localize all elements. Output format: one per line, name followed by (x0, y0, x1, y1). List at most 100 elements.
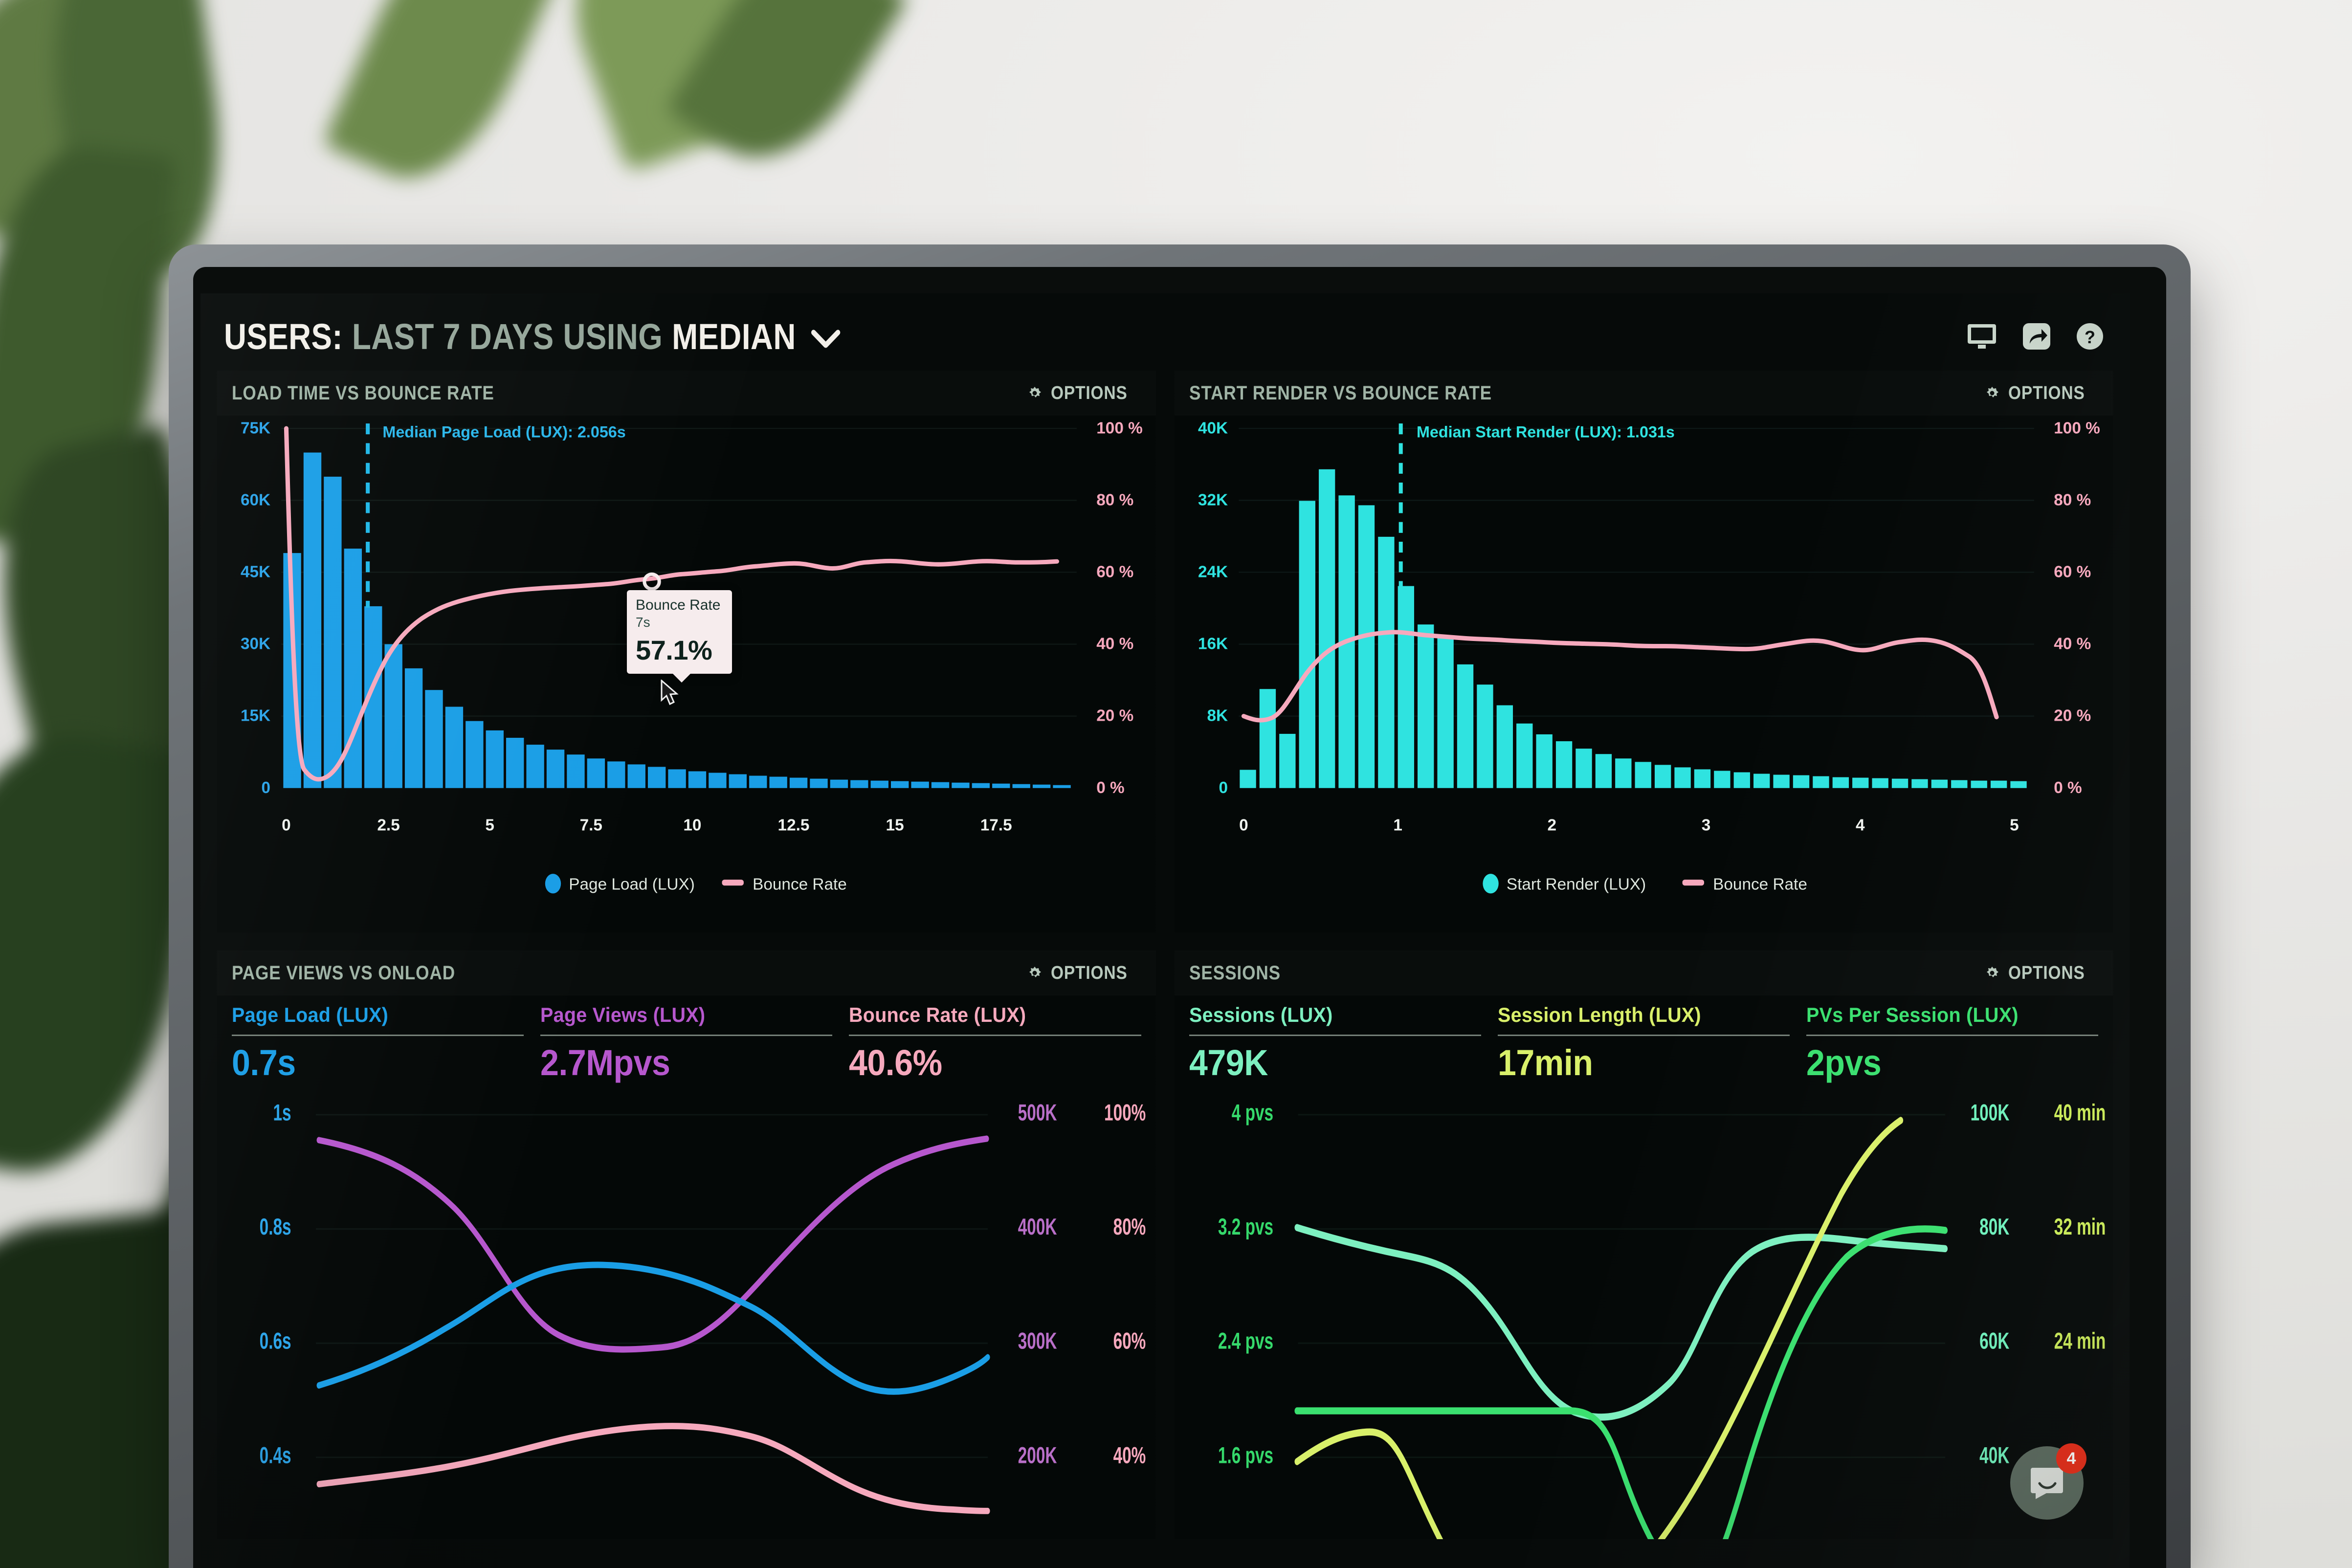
median-label: Median Page Load (LUX): 2.056s (382, 423, 625, 441)
svg-text:0: 0 (1239, 816, 1248, 834)
dashboard-grid: LOAD TIME VS BOUNCE RATE OPTIONS 75K 60K (217, 371, 2113, 1539)
tooltip-title: Bounce Rate (636, 597, 721, 613)
kpi-label: Sessions (LUX) (1189, 1003, 1333, 1026)
svg-text:20 %: 20 % (1096, 707, 1133, 725)
svg-text:32K: 32K (1198, 491, 1227, 509)
svg-text:0 %: 0 % (2054, 779, 2082, 797)
panel-title: LOAD TIME VS BOUNCE RATE (232, 382, 494, 404)
page-title-part-metric: MEDIAN (672, 316, 796, 357)
kpi-pvs-per-session: PVs Per Session (LUX) 2pvs (1806, 1003, 2099, 1083)
svg-text:0.4s: 0.4s (260, 1442, 291, 1468)
y-axis-right-session-length: 40 min 32 min 24 min (2054, 1102, 2106, 1354)
y-axis-left: 40K 32K 24K 16K 8K 0 (1198, 419, 1227, 797)
kpi-value: 2pvs (1806, 1042, 1882, 1083)
kpi-divider (232, 1035, 524, 1036)
y-axis-left: 4 pvs 3.2 pvs 2.4 pvs 1.6 pvs (1218, 1102, 1273, 1468)
svg-text:1s: 1s (273, 1102, 291, 1126)
panel-header: SESSIONS OPTIONS (1174, 950, 2113, 995)
svg-text:100%: 100% (1104, 1102, 1146, 1126)
line-series-bounce-rate (1241, 630, 1999, 723)
svg-text:45K: 45K (241, 563, 270, 581)
kpi-page-views: Page Views (LUX) 2.7Mpvs (540, 1003, 833, 1083)
options-button[interactable]: OPTIONS (1026, 383, 1138, 404)
chat-bubble-icon (2031, 1468, 2063, 1499)
app-titlebar: USERS: LAST 7 DAYS USING MEDIAN (217, 307, 2113, 366)
kpi-label: PVs Per Session (LUX) (1806, 1003, 2019, 1026)
gear-icon (1029, 967, 1042, 977)
chevron-down-icon[interactable] (811, 316, 841, 357)
kpi-sessions: Sessions (LUX) 479K (1189, 1003, 1481, 1083)
panel-sessions: SESSIONS OPTIONS Sessions (LUX) 479K (1174, 950, 2113, 1539)
hover-point[interactable] (643, 572, 661, 591)
analytics-app: USERS: LAST 7 DAYS USING MEDIAN (200, 293, 2130, 1568)
legend-label-start-render: Start Render (LUX) (1506, 875, 1645, 893)
line-series-pvs-per-session (1294, 1225, 1948, 1539)
kpi-divider (1806, 1035, 2099, 1036)
panel-header: LOAD TIME VS BOUNCE RATE OPTIONS (217, 371, 1156, 416)
svg-text:30K: 30K (241, 635, 270, 653)
svg-text:0: 0 (1219, 779, 1228, 797)
page-title-part-using: USING (563, 316, 663, 357)
line-series-sessions (1294, 1224, 1948, 1421)
kpi-page-load: Page Load (LUX) 0.7s (232, 1003, 524, 1083)
page-views-chart: 1s 0.8s 0.6s 0.4s 500K 400K 300K 200K (260, 1102, 1146, 1514)
panel-title: START RENDER VS BOUNCE RATE (1189, 382, 1492, 404)
load-time-chart: 75K 60K 45K 30K 15K 0 100 % 80 % (241, 419, 1143, 894)
intercom-badge: 4 (2056, 1443, 2086, 1474)
options-label: OPTIONS (1051, 962, 1128, 983)
gridlines (1238, 428, 2034, 717)
median-label: Median Start Render (LUX): 1.031s (1417, 423, 1675, 441)
svg-text:0: 0 (282, 816, 291, 834)
svg-text:1: 1 (1393, 816, 1402, 834)
svg-text:7.5: 7.5 (580, 816, 602, 834)
panel-header: PAGE VIEWS VS ONLOAD OPTIONS (217, 950, 1156, 995)
svg-text:12.5: 12.5 (778, 816, 810, 834)
options-button[interactable]: OPTIONS (1026, 963, 1138, 984)
page-title[interactable]: USERS: LAST 7 DAYS USING MEDIAN (224, 316, 841, 357)
y-axis-right-page-views: 500K 400K 300K 200K (1018, 1102, 1057, 1468)
svg-text:1.6 pvs: 1.6 pvs (1218, 1442, 1273, 1468)
svg-text:?: ? (2085, 327, 2095, 347)
svg-text:4 pvs: 4 pvs (1231, 1102, 1273, 1126)
y-axis-right: 100 % 80 % 60 % 40 % 20 % 0 % (2054, 419, 2100, 797)
svg-text:4: 4 (1855, 816, 1864, 834)
svg-text:0 %: 0 % (1096, 779, 1124, 797)
plot-area: 75K 60K 45K 30K 15K 0 100 % 80 % (217, 416, 1156, 933)
kpi-value: 2.7Mpvs (540, 1042, 670, 1083)
help-icon[interactable]: ? (2076, 322, 2104, 351)
gridlines (316, 1114, 988, 1458)
svg-text:40%: 40% (1113, 1442, 1146, 1468)
svg-text:2.4 pvs: 2.4 pvs (1218, 1328, 1273, 1354)
line-series-bounce-rate (316, 1423, 990, 1514)
header-icon-group: ? (1966, 322, 2104, 351)
svg-text:15: 15 (886, 816, 904, 834)
svg-text:2: 2 (1547, 816, 1556, 834)
svg-text:24 min: 24 min (2054, 1328, 2106, 1354)
svg-text:40 %: 40 % (2054, 635, 2091, 653)
share-icon[interactable] (2022, 322, 2051, 351)
plot-area: 1s 0.8s 0.6s 0.4s 500K 400K 300K 200K (217, 1102, 1156, 1539)
kpi-value: 40.6% (849, 1042, 943, 1083)
svg-text:0.8s: 0.8s (260, 1214, 291, 1239)
chart-legend: Page Load (LUX) Bounce Rate (545, 874, 847, 894)
svg-text:60K: 60K (241, 491, 270, 509)
kpi-label: Page Load (LUX) (232, 1003, 389, 1026)
kpi-value: 0.7s (232, 1042, 296, 1083)
svg-text:40 min: 40 min (2054, 1102, 2106, 1126)
plot-area: 40K 32K 24K 16K 8K 0 100 % 80 % 60 % (1175, 416, 2113, 933)
x-axis: 0 2.5 5 7.5 10 12.5 15 17.5 (282, 816, 1012, 834)
bar-series-page-load (283, 452, 1071, 788)
svg-text:300K: 300K (1018, 1328, 1057, 1354)
legend-label-bounce-rate: Bounce Rate (753, 875, 847, 893)
options-button[interactable]: OPTIONS (1984, 963, 2095, 984)
svg-text:75K: 75K (241, 419, 270, 437)
svg-text:40K: 40K (1979, 1442, 2009, 1468)
options-button[interactable]: OPTIONS (1984, 383, 2095, 404)
intercom-chat-button[interactable]: 4 (2010, 1443, 2086, 1520)
legend-line-bounce-rate (1682, 880, 1704, 886)
monitor-icon[interactable] (1966, 323, 1997, 350)
median-annotation: Median Start Render (LUX): 1.031s (1398, 423, 1675, 608)
svg-text:80%: 80% (1113, 1214, 1146, 1239)
svg-text:40K: 40K (1198, 419, 1227, 437)
